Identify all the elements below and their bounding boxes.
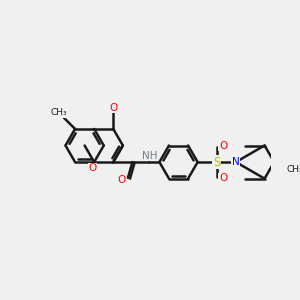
Text: O: O: [219, 173, 227, 184]
Text: O: O: [118, 175, 126, 185]
Text: O: O: [109, 103, 117, 112]
Text: O: O: [219, 141, 227, 151]
Text: S: S: [213, 156, 220, 169]
Text: NH: NH: [142, 151, 158, 161]
Text: CH₃: CH₃: [286, 165, 300, 174]
Text: O: O: [88, 164, 97, 173]
Text: N: N: [232, 157, 240, 167]
Text: CH₃: CH₃: [50, 108, 67, 117]
